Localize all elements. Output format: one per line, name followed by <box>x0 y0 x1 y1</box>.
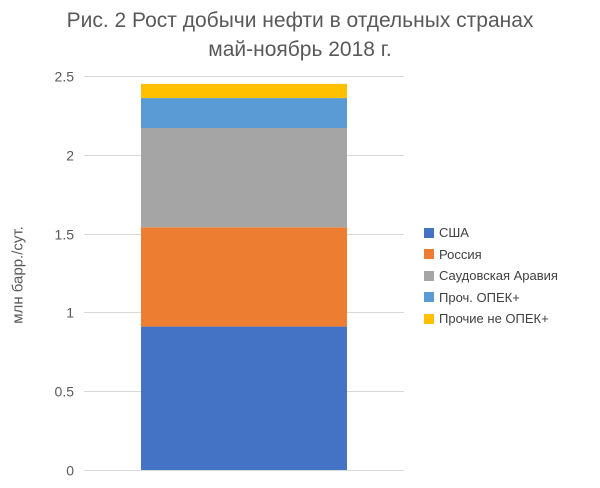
legend-item: Проч. ОПЕК+ <box>424 287 558 309</box>
y-tick-label: 2 <box>66 148 74 164</box>
y-tick-label: 0.5 <box>55 384 75 400</box>
bar-segment <box>141 326 347 470</box>
legend-label: Саудовская Аравия <box>439 268 558 284</box>
legend-swatch <box>424 313 434 324</box>
legend-item: Россия <box>424 244 558 266</box>
chart-title-line-2: май-ноябрь 2018 г. <box>208 38 392 61</box>
legend-swatch <box>424 249 434 260</box>
legend-swatch <box>424 292 434 303</box>
bar-segment <box>141 83 347 99</box>
legend-item: США <box>424 222 558 244</box>
bar-segment <box>141 128 347 228</box>
legend-item: Прочие не ОПЕК+ <box>424 308 558 330</box>
legend-label: США <box>439 225 469 241</box>
y-tick-label: 1 <box>66 305 74 321</box>
legend-item: Саудовская Аравия <box>424 265 558 287</box>
bar-segment <box>141 98 347 129</box>
chart-title: Рис. 2 Рост добычи нефти в отдельных стр… <box>0 6 600 64</box>
legend-swatch <box>424 227 434 238</box>
y-tick-label: 1.5 <box>55 227 75 243</box>
y-tick-label: 0 <box>66 463 74 479</box>
legend-label: Проч. ОПЕК+ <box>439 289 520 305</box>
legend-label: Прочие не ОПЕК+ <box>439 311 549 327</box>
legend-swatch <box>424 270 434 281</box>
y-tick-label: 2.5 <box>55 69 75 85</box>
legend-label: Россия <box>439 246 482 262</box>
bar-segment <box>141 227 347 327</box>
chart-title-line-1: Рис. 2 Рост добычи нефти в отдельных стр… <box>66 9 534 32</box>
legend: США Россия Саудовская Аравия Проч. ОПЕК+ Про… <box>424 222 558 330</box>
